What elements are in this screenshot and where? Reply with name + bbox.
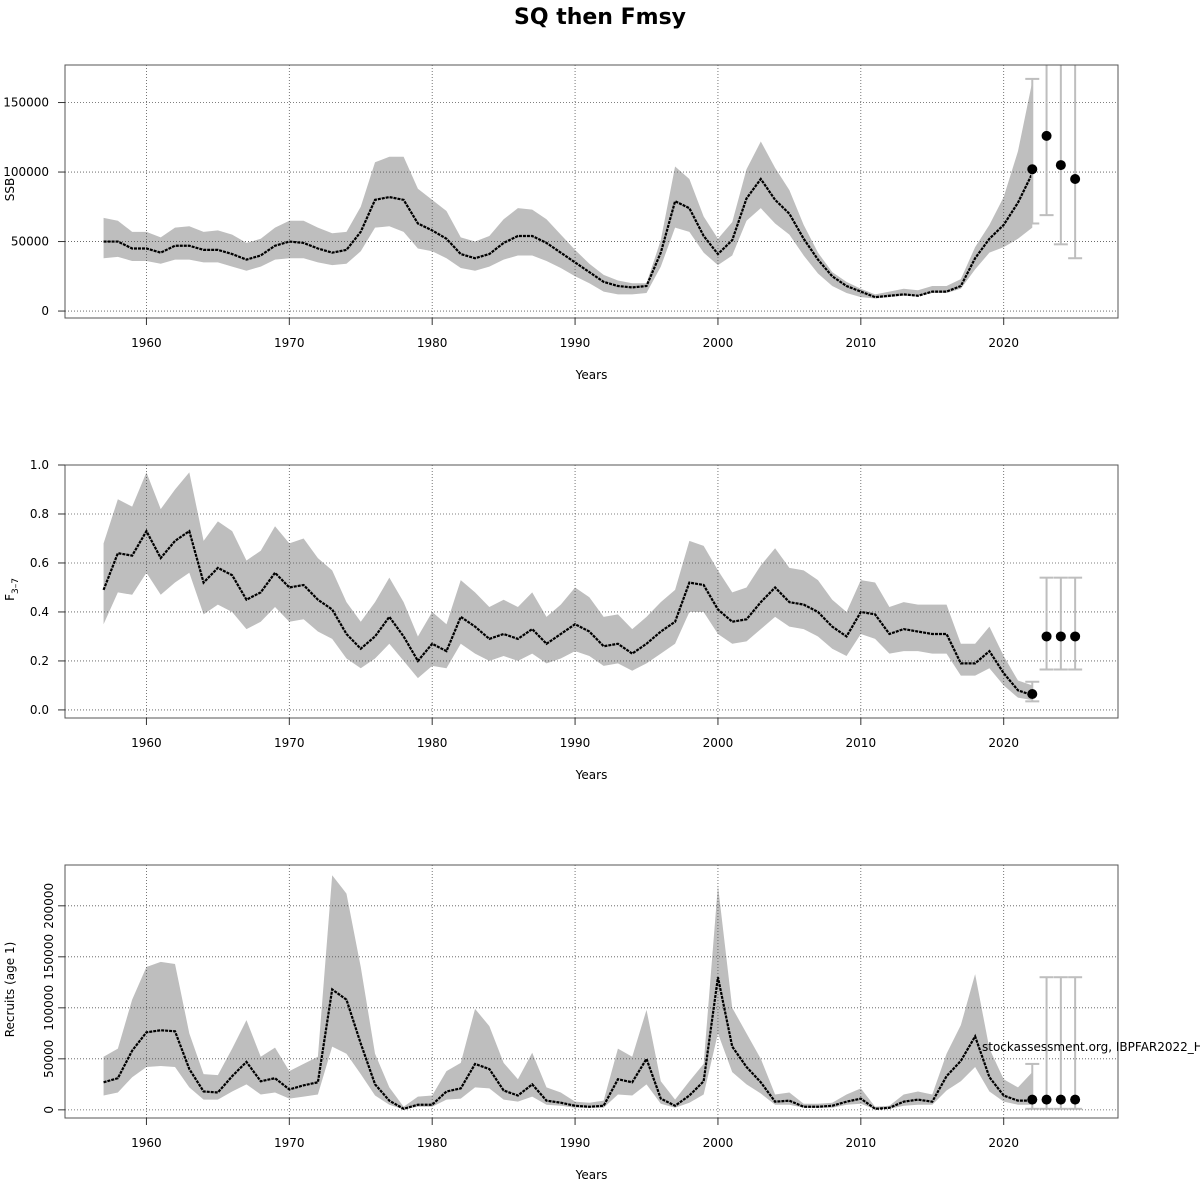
y-tick-label: 50000 [42,1040,56,1078]
projection-point [1055,1094,1066,1105]
plot-area [65,865,1118,1118]
confidence-band [103,81,1033,299]
y-axis-label-subscript: 3–7 [11,578,21,594]
y-tick-label: 0.6 [30,556,49,570]
plot-area [65,465,1118,718]
y-tick-label: 100000 [3,165,49,179]
projection-point [1055,160,1066,171]
y-tick-label: 150000 [3,96,49,110]
x-tick-label: 2000 [703,736,734,750]
x-tick-label: 1980 [417,336,448,350]
x-tick-label: 2000 [703,1136,734,1150]
y-tick-label: 0 [42,1106,56,1114]
x-tick-label: 1960 [131,1136,162,1150]
median-line [102,528,1033,697]
panel-1: 1960 1970 1980 1990 2000 2010 2020 0 50000 100000… [3,64,1119,382]
x-axis-label: Years [575,768,608,782]
y-tick-label: 100000 [42,985,56,1031]
projection-point [1070,631,1081,642]
y-tick-label: 0.8 [30,507,49,521]
plot-area [65,65,1118,318]
projection-point [1041,1094,1052,1105]
projection-point [1027,688,1038,699]
y-tick-label: 200000 [42,883,56,929]
plot-frame [64,64,1119,319]
x-tick-label: 1980 [417,736,448,750]
panel-2: 1960 1970 1980 1990 2000 2010 2020 0.0 0.2 0.4 0.6… [3,458,1119,782]
x-tick-label: 2020 [988,336,1019,350]
projection-point [1027,1094,1038,1105]
x-tick-label: 2010 [846,1136,877,1150]
chart-title: SQ then Fmsy [514,5,686,30]
median-line [103,172,1034,299]
x-tick-label: 2020 [988,736,1019,750]
projection-point [1070,173,1081,184]
x-tick-label: 1990 [560,1136,591,1150]
y-tick-label: 1.0 [30,458,49,472]
x-tick-label: 2000 [703,336,734,350]
y-tick-label: 0.2 [30,654,49,668]
x-tick-label: 1980 [417,1136,448,1150]
x-axis-label: Years [575,368,608,382]
y-tick-label: 0.4 [30,605,49,619]
y-axis-label: SSB [3,178,17,201]
plot-frame [64,464,1119,719]
projection-point [1055,631,1066,642]
x-tick-label: 1970 [274,1136,305,1150]
x-tick-label: 1960 [131,736,162,750]
projection-point [1041,130,1052,141]
projection-point [1070,1094,1081,1105]
plot-frame [64,864,1119,1119]
confidence-band [103,472,1033,701]
confidence-band [103,875,1033,1110]
projection-point [1027,164,1038,175]
x-tick-label: 2010 [846,736,877,750]
x-tick-label: 2020 [988,1136,1019,1150]
median-line [103,976,1033,1111]
x-tick-label: 1990 [560,336,591,350]
projection-point [1041,631,1052,642]
y-axis-label: Recruits (age 1) [3,942,17,1038]
x-tick-label: 1990 [560,736,591,750]
x-tick-label: 1970 [274,336,305,350]
x-tick-label: 1970 [274,736,305,750]
x-tick-label: 1960 [131,336,162,350]
y-tick-label: 0.0 [30,703,49,717]
y-tick-label: 0 [41,304,49,318]
credit-text: stockassessment.org, IBPFAR2022_HAD_fina… [982,1040,1200,1054]
x-tick-label: 2010 [846,336,877,350]
y-axis-label: F3–7 [3,578,21,601]
x-axis-label: Years [575,1168,608,1182]
y-tick-label: 150000 [42,934,56,980]
panel-3: 1960 1970 1980 1990 2000 2010 2020 0 50000 100000… [3,864,1119,1182]
y-tick-label: 50000 [11,235,49,249]
